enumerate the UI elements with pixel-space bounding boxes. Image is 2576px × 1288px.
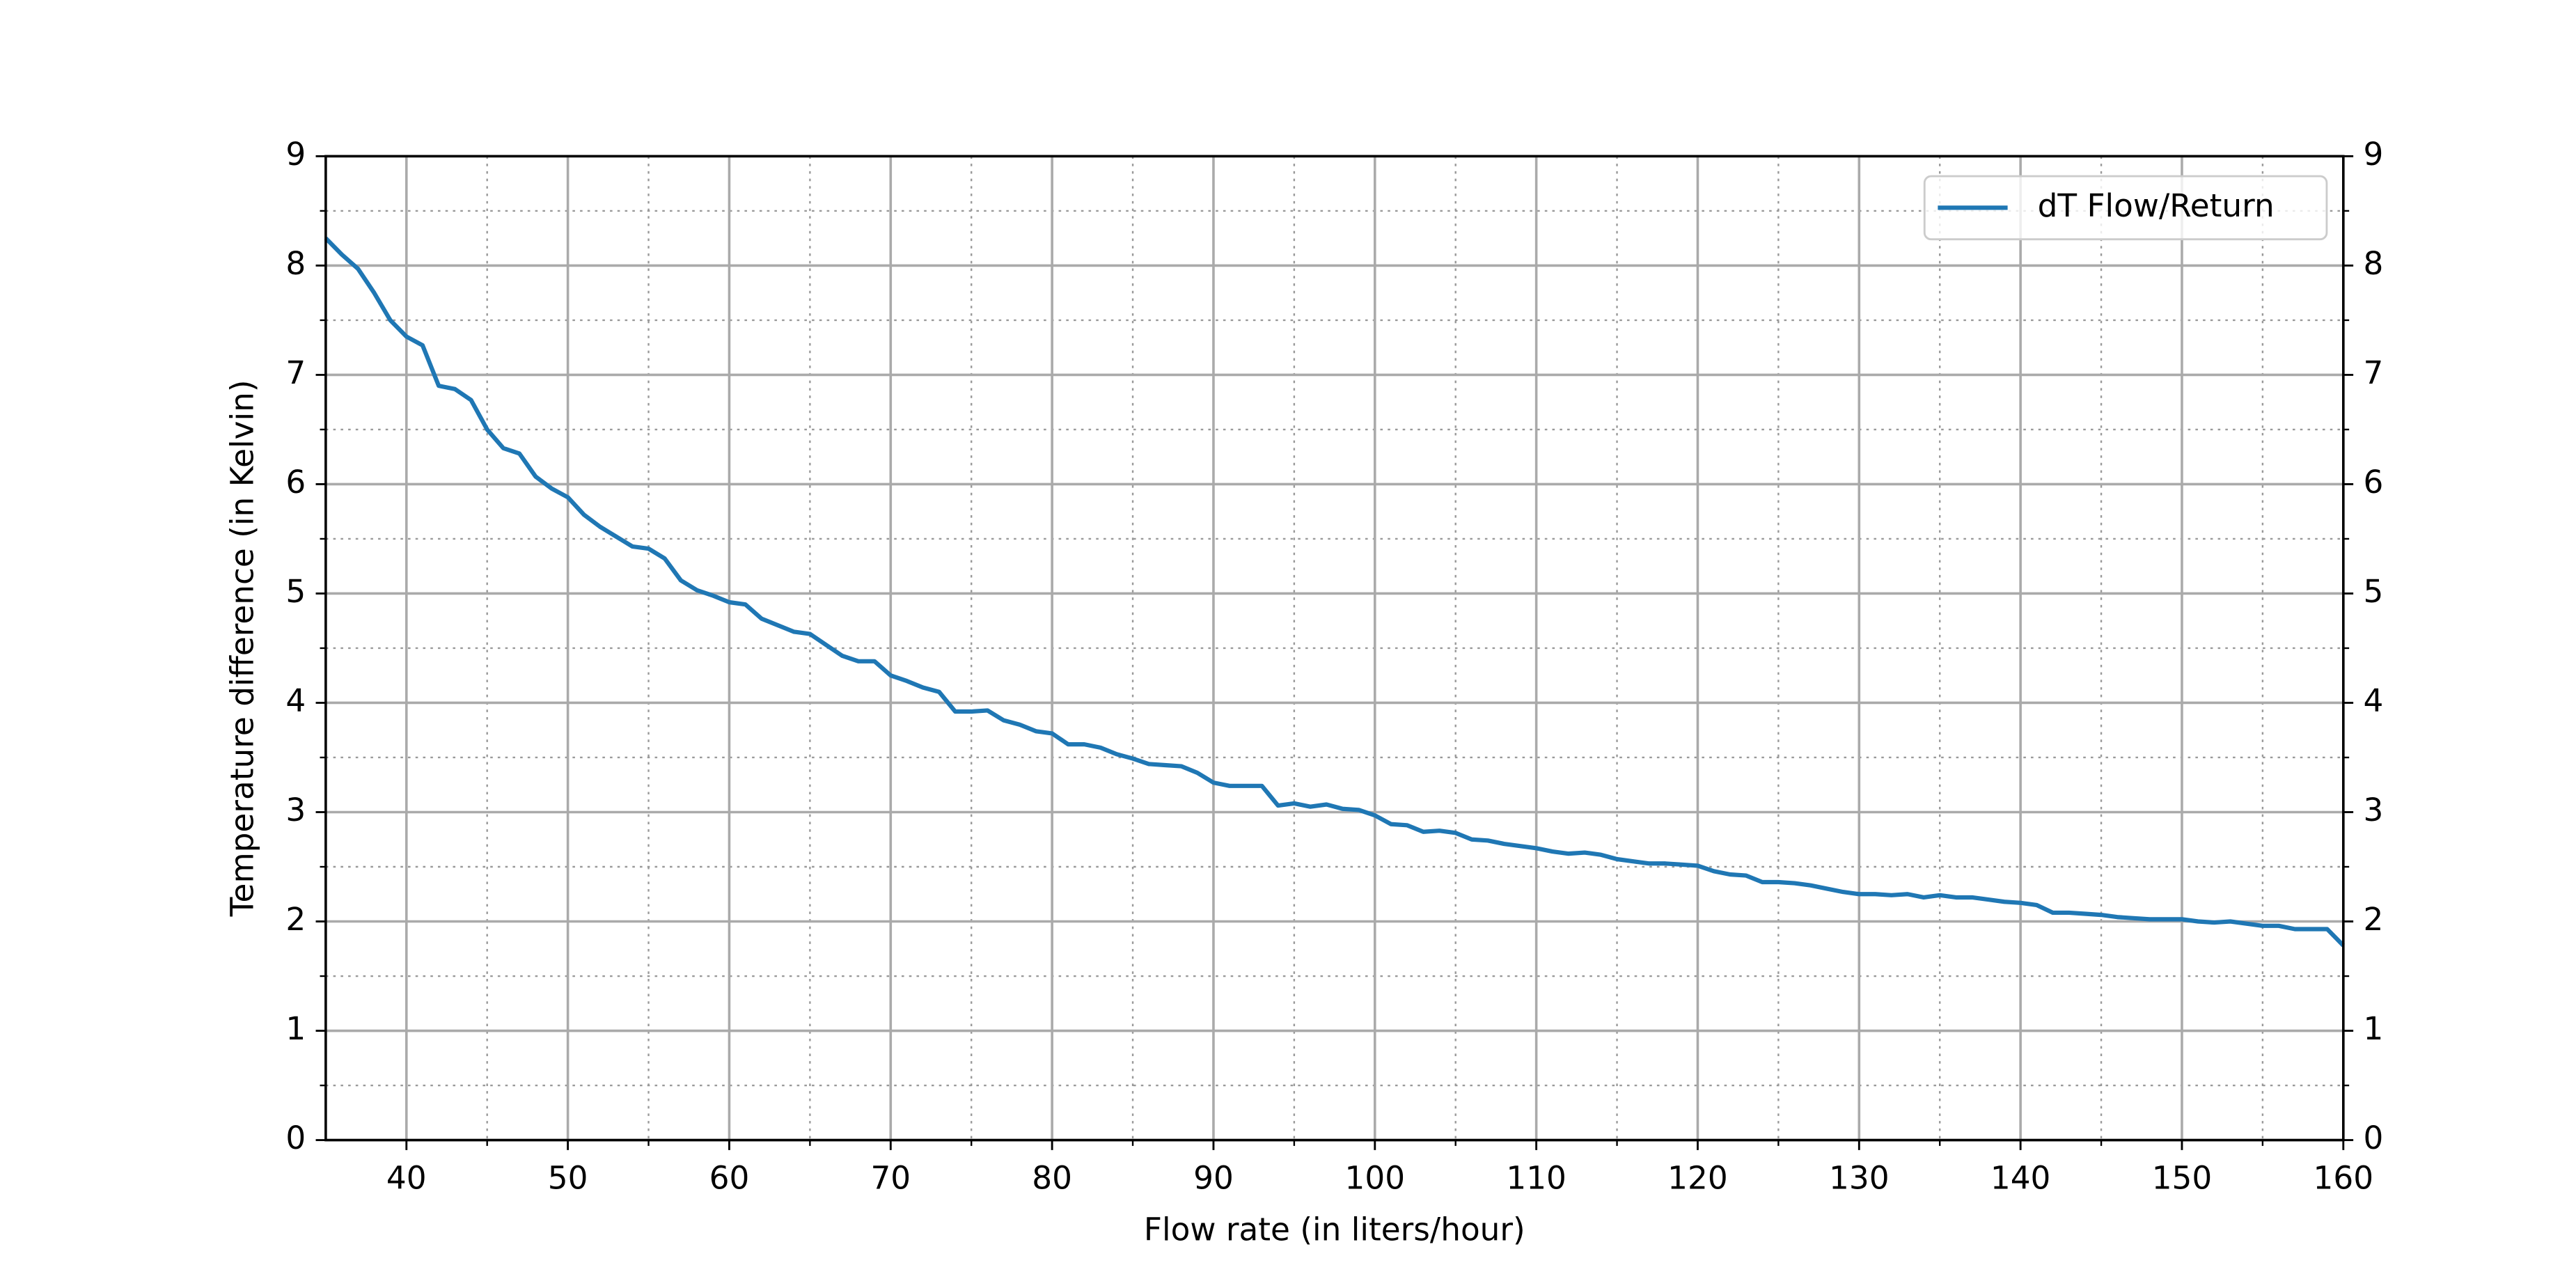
y2-tick-label: 2	[2363, 901, 2383, 938]
legend-box	[1923, 175, 2328, 241]
x-tick-label: 130	[1829, 1159, 1890, 1196]
y-tick-label: 3	[285, 792, 306, 828]
x-tick-label: 120	[1667, 1159, 1728, 1196]
x-tick-label: 160	[2314, 1159, 2374, 1196]
y-tick-label: 6	[285, 464, 306, 501]
plot	[324, 236, 2346, 948]
y-tick-label: 0	[285, 1120, 306, 1156]
x-tick-label: 90	[1193, 1159, 1234, 1196]
legend-label: dT Flow/Return	[2038, 187, 2275, 224]
x-tick-label: 60	[709, 1159, 750, 1196]
y2-tick-label: 8	[2363, 245, 2383, 282]
data-line	[324, 236, 2346, 948]
y-axis-label: Temperature difference (in Kelvin)	[223, 379, 260, 917]
y-tick-label: 5	[285, 573, 306, 610]
y2-tick-label: 0	[2363, 1120, 2383, 1156]
y2-tick-label: 9	[2363, 136, 2383, 173]
y2-tick-label: 4	[2363, 682, 2383, 719]
y-tick-label: 2	[285, 901, 306, 938]
x-tick-label: 150	[2152, 1159, 2213, 1196]
y2-tick-label: 6	[2363, 464, 2383, 501]
y-tick-label: 7	[285, 354, 306, 391]
grid	[325, 155, 2345, 1142]
y-tick-label: 8	[285, 245, 306, 282]
x-tick-label: 100	[1345, 1159, 1406, 1196]
x-tick-label: 40	[386, 1159, 427, 1196]
y2-tick-label: 3	[2363, 792, 2383, 828]
legend: dT Flow/Return	[1923, 175, 2328, 241]
x-tick-label: 80	[1032, 1159, 1072, 1196]
y-tick-label: 9	[285, 136, 306, 173]
y2-tick-label: 1	[2363, 1010, 2383, 1047]
y2-tick-label: 7	[2363, 354, 2383, 391]
y-tick-label: 1	[285, 1010, 306, 1047]
y2-tick-label: 5	[2363, 573, 2383, 610]
x-tick-label: 70	[870, 1159, 911, 1196]
y-tick-label: 4	[285, 682, 306, 719]
x-tick-label: 110	[1506, 1159, 1566, 1196]
x-tick-label: 50	[548, 1159, 588, 1196]
x-axis-label: Flow rate (in liters/hour)	[1144, 1211, 1525, 1248]
x-tick-label: 140	[1990, 1159, 2051, 1196]
